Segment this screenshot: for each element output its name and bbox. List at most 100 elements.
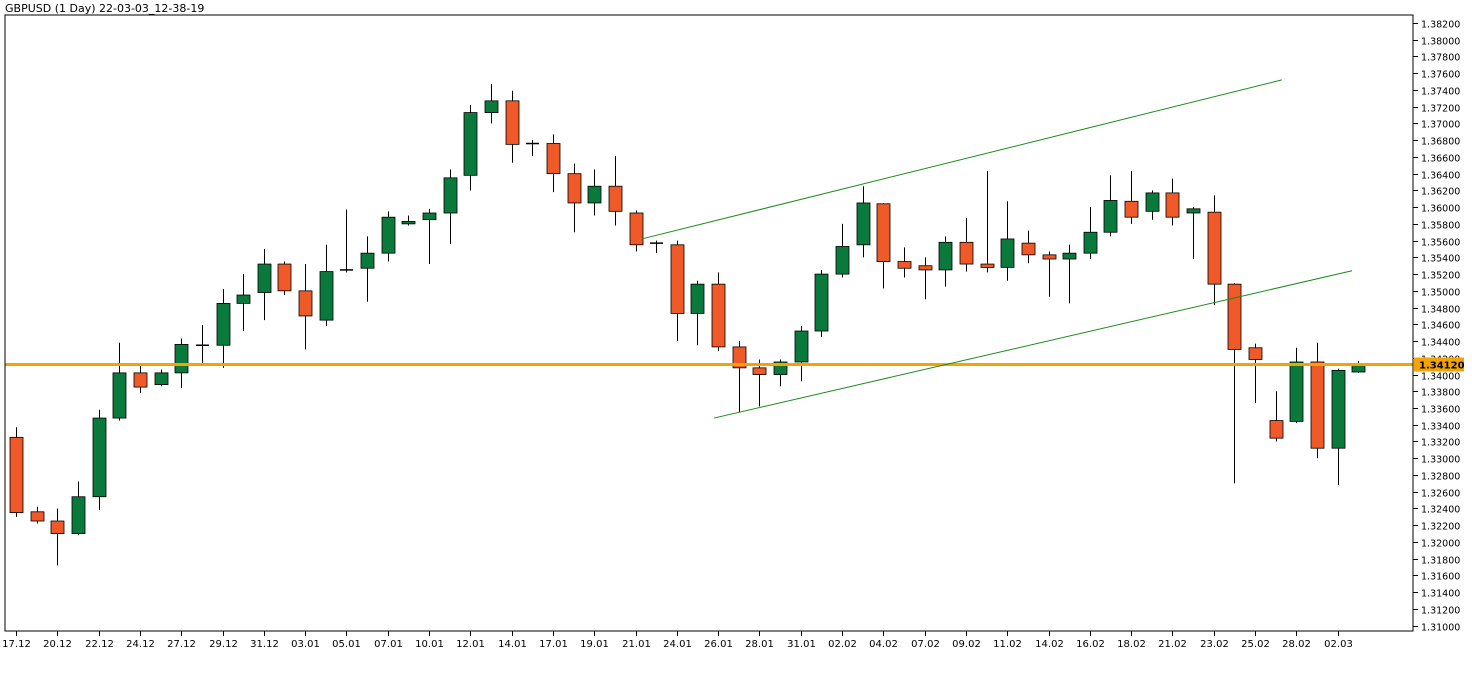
candle-body <box>1062 252 1077 260</box>
x-tick-label: 10.01 <box>415 639 444 650</box>
candle <box>711 272 726 352</box>
candle-body <box>257 263 272 293</box>
candle <box>814 269 829 337</box>
candle <box>340 209 353 273</box>
candle <box>650 240 663 254</box>
candle <box>50 508 65 566</box>
y-tick-label: 1.32400 <box>1421 505 1460 516</box>
candle <box>629 210 644 252</box>
x-tick-label: 19.01 <box>580 639 609 650</box>
candle <box>835 223 850 278</box>
candle-body <box>918 265 933 271</box>
y-tick-label: 1.34400 <box>1421 338 1460 349</box>
x-tick-label: 07.01 <box>374 639 403 650</box>
candle-body <box>1310 361 1325 449</box>
x-tick-label: 25.02 <box>1241 639 1270 650</box>
x-tick-label: 09.02 <box>952 639 981 650</box>
candle <box>752 359 767 407</box>
x-tick-label: 17.12 <box>2 639 31 650</box>
x-tick-label: 14.02 <box>1035 639 1064 650</box>
candle <box>1103 175 1118 237</box>
candle-body <box>1269 420 1284 439</box>
x-tick-label: 05.01 <box>332 639 361 650</box>
candle <box>1331 368 1346 486</box>
y-tick-label: 1.31800 <box>1421 556 1460 567</box>
candle <box>938 236 953 287</box>
x-tick-label: 07.02 <box>911 639 940 650</box>
candle-body <box>1042 254 1057 260</box>
candle-body <box>298 290 313 317</box>
x-tick-label: 24.12 <box>126 639 155 650</box>
candle <box>918 257 933 300</box>
y-tick-label: 1.36400 <box>1421 171 1460 182</box>
candle-body <box>1248 347 1263 360</box>
candle <box>690 280 705 346</box>
x-tick-label: 12.01 <box>456 639 485 650</box>
candle <box>1310 342 1325 459</box>
y-tick-label: 1.35600 <box>1421 238 1460 249</box>
candle-body <box>1000 238 1015 268</box>
candle-body <box>1021 242 1036 256</box>
candle <box>876 202 891 289</box>
y-tick-label: 1.37200 <box>1421 104 1460 115</box>
candle <box>587 169 602 216</box>
y-tick-label: 1.37800 <box>1421 53 1460 64</box>
x-tick-label: 03.01 <box>291 639 320 650</box>
candle <box>1289 347 1304 424</box>
candle-body <box>959 241 974 265</box>
candle <box>422 208 437 265</box>
candle <box>732 341 747 413</box>
candle <box>505 90 520 163</box>
candle-body <box>236 294 251 304</box>
candle <box>1042 251 1057 297</box>
x-tick-label: 18.02 <box>1117 639 1146 650</box>
candle-body <box>463 112 478 176</box>
candle-body <box>1103 200 1118 233</box>
candle <box>112 342 127 421</box>
channel-trendline <box>713 270 1353 419</box>
candle <box>959 218 974 272</box>
candle-body <box>546 143 561 175</box>
candle-body <box>277 263 292 292</box>
y-tick-label: 1.32600 <box>1421 489 1460 500</box>
candle-body <box>1186 208 1201 214</box>
candle-body <box>1083 231 1098 254</box>
x-tick-label: 20.12 <box>43 639 72 650</box>
candle-body <box>629 212 644 246</box>
candle <box>1186 207 1201 260</box>
candle <box>546 134 561 193</box>
candle-body <box>50 520 65 534</box>
candle <box>526 140 539 157</box>
x-tick-label: 22.12 <box>85 639 114 650</box>
x-tick-label: 02.03 <box>1324 639 1353 650</box>
candle <box>567 163 582 233</box>
candle-body <box>587 185 602 204</box>
candle <box>856 186 871 258</box>
candle-body <box>835 246 850 275</box>
y-tick-label: 1.35200 <box>1421 271 1460 282</box>
candle-body <box>1145 192 1160 212</box>
x-tick-label: 21.02 <box>1158 639 1187 650</box>
x-tick-label: 27.12 <box>167 639 196 650</box>
x-tick-label: 21.01 <box>622 639 651 650</box>
y-tick-label: 1.35400 <box>1421 254 1460 265</box>
candle <box>319 244 334 326</box>
candle <box>1207 195 1222 306</box>
x-tick-label: 04.02 <box>869 639 898 650</box>
candle <box>1062 244 1077 304</box>
candle <box>463 105 478 191</box>
candle-body <box>711 283 726 348</box>
candle-body <box>360 252 375 269</box>
y-tick-label: 1.31600 <box>1421 572 1460 583</box>
x-axis: 17.12 20.12 22.12 24.12 27.12 29.12 31.12 03.01… <box>2 631 1353 650</box>
y-tick-label: 1.37600 <box>1421 70 1460 81</box>
candle <box>133 364 148 393</box>
candle-series <box>9 84 1366 566</box>
x-tick-label: 24.01 <box>663 639 692 650</box>
candle-body <box>814 273 829 332</box>
y-tick-label: 1.35800 <box>1421 221 1460 232</box>
candle-body <box>112 372 127 419</box>
candle-body <box>401 220 416 225</box>
candle-body <box>752 367 767 375</box>
candle <box>897 247 912 278</box>
